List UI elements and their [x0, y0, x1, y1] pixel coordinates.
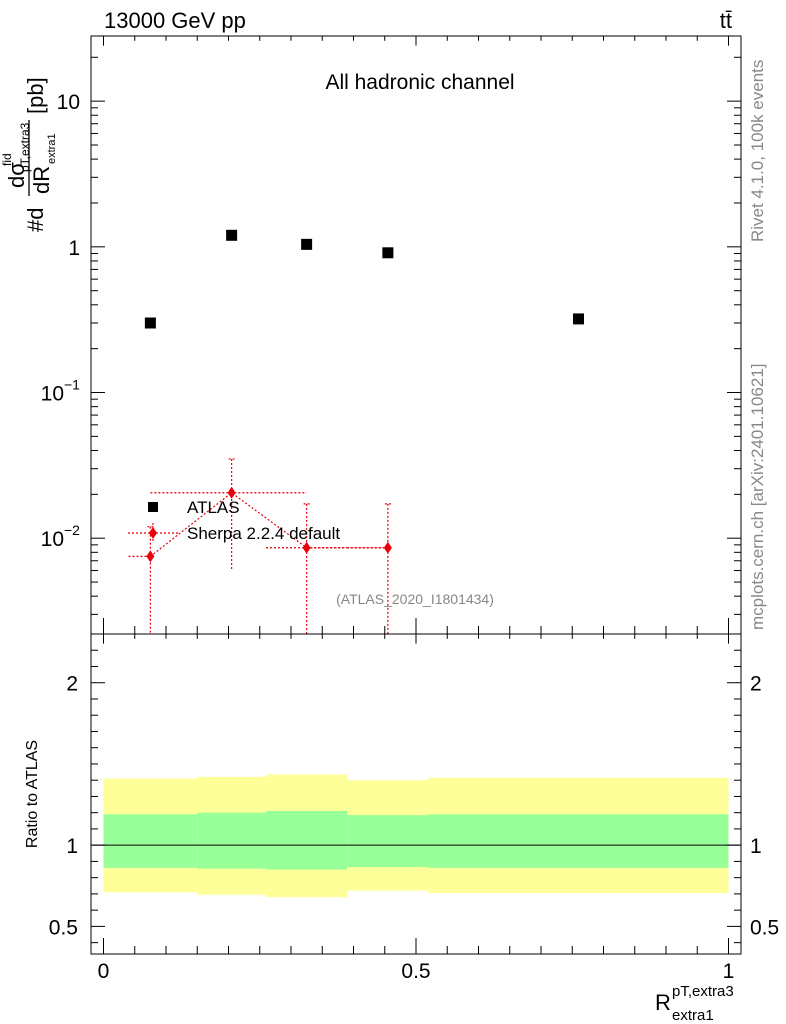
ylabel-denominator-sub: extra1 [46, 133, 58, 164]
x-tick-label: 1 [723, 960, 735, 983]
ratio-y-axis: 0.5 0.5 1 1 2 2 [49, 633, 779, 944]
ylabel-numerator-sup: fid [0, 153, 14, 166]
sherpa-series [128, 458, 392, 634]
main-y-tick-label: 10 [57, 91, 80, 114]
main-panel: All hadronic channel (ATLAS_2020_I180143… [0, 35, 742, 635]
legend-sherpa-marker [149, 527, 157, 539]
atlas-point [382, 247, 394, 259]
atlas-point [301, 238, 313, 250]
atlas-point [226, 229, 238, 241]
energy-label: 13000 GeV pp [104, 8, 246, 33]
xlabel-subscript: extra1 [672, 1007, 714, 1024]
main-y-tick-label-exp: −1 [64, 377, 80, 393]
ratio-y-tick-label-right: 0.5 [750, 916, 779, 939]
ylabel-numerator: dσ [4, 162, 29, 188]
xlabel-base: R [655, 990, 671, 1015]
atlas-point [573, 313, 584, 325]
atlas-point [144, 317, 156, 329]
main-y-tick-label-exp: −2 [64, 522, 80, 538]
x-tick-label: 0 [98, 960, 110, 983]
main-y-tick-label-base: 1 [68, 237, 80, 260]
x-tick-label: 0.5 [401, 960, 430, 983]
mcplots-label: mcplots.cern.ch [arXiv:2401.10621] [748, 364, 767, 630]
ratio-band-inner [428, 814, 729, 868]
legend-sherpa-label: Sherpa 2.2.4 default [187, 524, 340, 543]
main-y-tick-label-base: 10 [41, 383, 64, 406]
legend-atlas-marker [148, 502, 158, 512]
ratio-band-inner [103, 814, 198, 868]
sherpa-point [383, 541, 392, 554]
ratio-band-inner [197, 812, 266, 869]
ratio-y-tick-label: 1 [66, 835, 78, 858]
ylabel-unit: [pb] [23, 77, 48, 114]
ratio-x-axis: 0 0.5 1 [98, 634, 735, 983]
ratio-band-inner [347, 815, 429, 868]
legend-atlas-label: ATLAS [187, 498, 240, 517]
ylabel-denominator: dR [29, 166, 54, 194]
legend: ATLAS Sherpa 2.2.4 default [128, 498, 340, 543]
main-y-tick-label: 10 −1 [41, 377, 81, 406]
xlabel-superscript: pT,extra3 [672, 983, 734, 1000]
main-y-tick-label-base: 10 [57, 91, 80, 114]
process-label: tt̄ [720, 8, 732, 33]
analysis-id-label: (ATLAS_2020_I1801434) [336, 591, 494, 607]
x-axis-label: R pT,extra3 extra1 [655, 983, 734, 1024]
sherpa-point [227, 486, 236, 499]
atlas-series [144, 229, 584, 329]
main-y-tick-label: 1 [68, 237, 80, 260]
main-y-axis-label: #d dR extra1 dσ fid pT,extra3 [pb] [0, 77, 58, 232]
rivet-version-label: Rivet 4.1.0, 100k events [748, 60, 767, 242]
ylabel-numerator-sub: pT,extra3 [18, 122, 32, 172]
main-panel-frame [90, 35, 742, 635]
ratio-y-tick-label: 2 [66, 673, 78, 696]
ratio-bands [103, 774, 729, 898]
ratio-y-tick-label-right: 2 [750, 673, 762, 696]
ylabel-prefix: #d [23, 208, 48, 232]
sherpa-point [302, 541, 311, 554]
sherpa-point [146, 550, 155, 563]
main-x-ticks [103, 36, 729, 634]
ratio-panel: 0.5 0.51 12 2 0 0.5 1 Ratio to ATLAS [24, 633, 779, 983]
ratio-y-tick-label-right: 1 [750, 835, 762, 858]
chart-title: All hadronic channel [325, 71, 514, 94]
ratio-band-inner [266, 811, 348, 870]
main-y-tick-label: 10 −2 [41, 522, 81, 551]
ratio-y-axis-label: Ratio to ATLAS [24, 740, 41, 848]
main-y-tick-label-base: 10 [41, 528, 64, 551]
ratio-y-tick-label: 0.5 [49, 916, 78, 939]
